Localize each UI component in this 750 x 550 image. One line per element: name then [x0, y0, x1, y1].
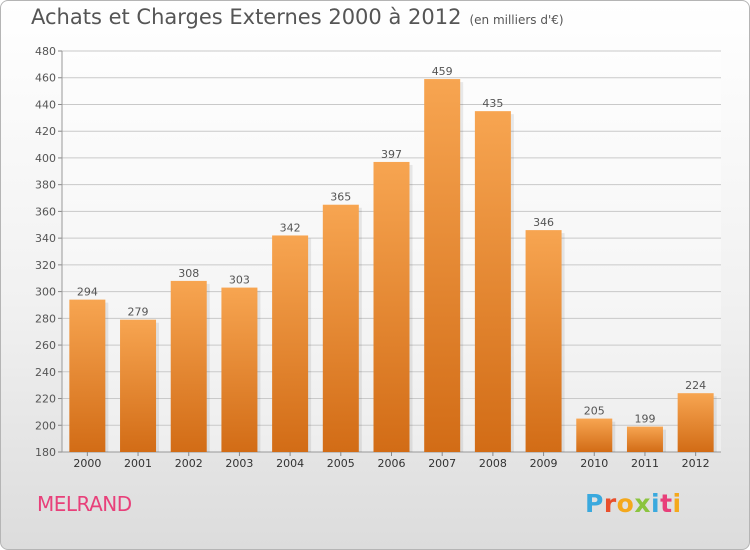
x-tick-label: 2000 — [73, 457, 101, 470]
bar — [474, 111, 511, 453]
logo-letter: t — [660, 489, 673, 518]
bar — [69, 299, 106, 452]
y-tick-label: 320 — [35, 259, 56, 272]
chart-unit: (en milliers d'€) — [469, 13, 564, 27]
bar-value-label: 346 — [533, 216, 554, 229]
x-tick-label: 2008 — [479, 457, 507, 470]
y-tick-label: 260 — [35, 339, 56, 352]
chart-title-block: Achats et Charges Externes 2000 à 2012 (e… — [31, 5, 564, 29]
y-tick-label: 200 — [35, 419, 56, 432]
y-tick-label: 460 — [35, 72, 56, 85]
bar — [373, 161, 410, 452]
x-tick-label: 2001 — [124, 457, 152, 470]
y-tick-label: 220 — [35, 393, 56, 406]
logo-letter: P — [585, 489, 604, 518]
logo-letter: i — [672, 489, 682, 518]
y-tick-label: 300 — [35, 286, 56, 299]
y-tick-label: 440 — [35, 98, 56, 111]
y-tick-label: 400 — [35, 152, 56, 165]
bar-value-label: 397 — [381, 148, 402, 161]
x-tick-label: 2011 — [631, 457, 659, 470]
bar — [120, 319, 157, 452]
bar-value-label: 279 — [128, 306, 149, 319]
bar-value-label: 342 — [280, 221, 301, 234]
logo-letter: i — [651, 489, 661, 518]
y-tick-label: 420 — [35, 125, 56, 138]
commune-name: MELRAND — [37, 492, 132, 516]
x-tick-label: 2002 — [175, 457, 203, 470]
bar — [525, 230, 562, 452]
logo-letter: x — [634, 489, 651, 518]
bar-value-label: 199 — [634, 413, 655, 426]
x-tick-label: 2012 — [682, 457, 710, 470]
bar-value-label: 303 — [229, 274, 250, 287]
bar — [272, 235, 309, 452]
chart-title: Achats et Charges Externes 2000 à 2012 — [31, 5, 462, 29]
bar-value-label: 365 — [330, 191, 351, 204]
bar — [576, 418, 613, 452]
x-tick-label: 2010 — [580, 457, 608, 470]
y-tick-label: 380 — [35, 179, 56, 192]
bar-value-label: 308 — [178, 267, 199, 280]
x-tick-label: 2009 — [530, 457, 558, 470]
y-tick-label: 240 — [35, 366, 56, 379]
bar — [424, 79, 461, 452]
bar-value-label: 459 — [432, 65, 453, 78]
y-tick-label: 360 — [35, 205, 56, 218]
x-tick-label: 2006 — [378, 457, 406, 470]
bar — [677, 393, 714, 452]
bar — [322, 204, 359, 452]
x-tick-label: 2005 — [327, 457, 355, 470]
x-tick-label: 2003 — [225, 457, 253, 470]
bar-value-label: 205 — [584, 405, 605, 418]
logo-letter: o — [616, 489, 635, 518]
y-tick-label: 180 — [35, 446, 56, 459]
logo-letter: r — [603, 489, 617, 518]
y-tick-label: 340 — [35, 232, 56, 245]
y-tick-label: 280 — [35, 312, 56, 325]
bar — [170, 280, 207, 452]
bar-value-label: 435 — [482, 97, 503, 110]
bar — [626, 426, 663, 452]
bar — [221, 287, 258, 452]
y-tick-label: 480 — [35, 45, 56, 58]
x-tick-label: 2004 — [276, 457, 304, 470]
proxiti-logo: Proxiti — [585, 489, 682, 518]
x-tick-label: 2007 — [428, 457, 456, 470]
bar-value-label: 294 — [77, 286, 98, 299]
bar-value-label: 224 — [685, 379, 706, 392]
